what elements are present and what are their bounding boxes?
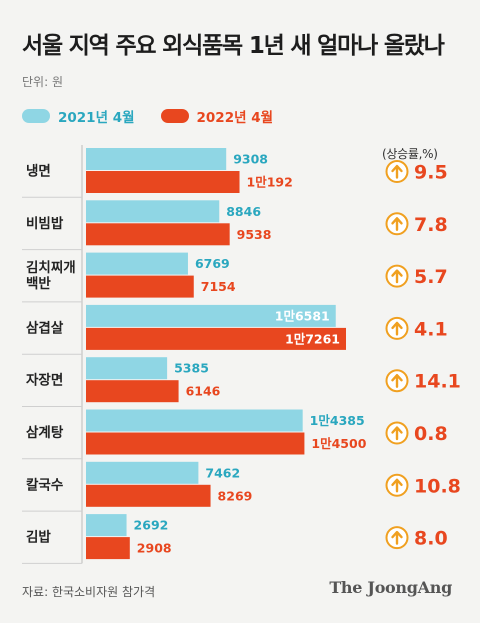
bar-2021 — [86, 514, 127, 537]
data-label-2022: 8269 — [218, 488, 253, 503]
category-label-line: 냉면 — [26, 163, 51, 180]
category-label: 비빔밥 — [26, 215, 64, 232]
category-label: 김밥 — [26, 529, 51, 546]
bar-2021 — [86, 148, 227, 170]
data-label-2022: 2908 — [137, 541, 172, 556]
category-label-line: 자장면 — [26, 372, 63, 389]
rate-header: (상승률,%) — [382, 147, 438, 161]
data-label-2021: 2692 — [134, 518, 169, 533]
unit-label: 단위: 원 — [22, 75, 63, 89]
up-arrow-glyph — [391, 426, 403, 441]
bar-2021 — [86, 461, 199, 484]
bar-2022 — [86, 380, 179, 403]
category-label-line: 김치찌개 — [26, 260, 76, 276]
bar-2022 — [86, 537, 130, 560]
category-label-line: 김밥 — [26, 529, 51, 546]
bar-2022 — [86, 432, 305, 455]
category-label: 칼국수 — [26, 477, 63, 493]
rate-value: 8.0 — [414, 528, 448, 550]
source-note: 자료: 한국소비자원 참가격 — [22, 585, 156, 599]
rate-value: 9.5 — [414, 162, 448, 184]
data-label-2021: 5385 — [174, 361, 209, 376]
bar-2021 — [86, 252, 188, 275]
up-arrow-glyph — [391, 321, 403, 336]
bar-2021 — [86, 409, 303, 432]
legend-item-2022: 2022년 4월 — [160, 106, 274, 126]
publisher-logo: The JoongAng — [329, 578, 452, 597]
rate-value: 4.1 — [414, 318, 448, 340]
data-label-2021: 7462 — [205, 465, 240, 480]
up-arrow-glyph — [391, 478, 403, 493]
legend-item-2021: 2021년 4월 — [22, 106, 135, 126]
data-label-2021: 9308 — [233, 152, 268, 167]
category-label-line: 삼계탕 — [26, 424, 64, 441]
category-label: 김치찌개 백반 — [26, 260, 76, 292]
category-label-line: 백반 — [26, 275, 51, 292]
bar-2022 — [86, 327, 346, 350]
rate-value: 5.7 — [414, 266, 448, 288]
data-label-2022: 1만4500 — [311, 436, 366, 451]
data-label-2022: 7154 — [201, 279, 236, 294]
up-arrow-glyph — [391, 374, 403, 388]
legend: 2021년 4월 2022년 4월 — [22, 106, 299, 126]
rate-value: 10.8 — [414, 475, 461, 497]
data-label-2022: 6146 — [186, 384, 221, 399]
bar-2022 — [86, 275, 194, 298]
category-label: 자장면 — [26, 372, 63, 389]
legend-swatch-2021 — [22, 109, 50, 123]
up-arrow-glyph — [391, 530, 403, 545]
rate-value: 0.8 — [414, 423, 448, 445]
bar-2022 — [86, 484, 211, 507]
category-label: 삼겹살 — [26, 319, 64, 336]
rate-value: 14.1 — [414, 371, 461, 393]
category-label: 냉면 — [26, 163, 51, 180]
up-arrow-glyph — [391, 269, 403, 284]
bar-2021 — [86, 357, 168, 380]
data-label-2022: 1만192 — [247, 175, 293, 190]
data-label-2022: 1만7261 — [285, 331, 340, 346]
bar-2022 — [86, 223, 230, 246]
legend-swatch-2022 — [160, 109, 189, 123]
chart-title: 서울 지역 주요 외식품목 1년 새 얼마나 올랐나 — [22, 33, 445, 59]
category-label: 삼계탕 — [26, 424, 64, 441]
category-label-line: 삼겹살 — [26, 319, 64, 336]
data-label-2021: 1만4385 — [310, 413, 365, 428]
data-label-2021: 6769 — [195, 256, 230, 271]
bar-2021 — [86, 200, 220, 223]
data-label-2022: 9538 — [237, 227, 272, 242]
bar-2021 — [86, 304, 336, 327]
bar-2022 — [86, 171, 240, 193]
category-label-line: 비빔밥 — [26, 215, 64, 232]
category-label-line: 칼국수 — [26, 477, 63, 493]
rate-value: 7.8 — [414, 214, 448, 236]
data-label-2021: 1만6581 — [275, 308, 330, 323]
up-arrow-glyph — [391, 217, 403, 231]
up-arrow-glyph — [391, 164, 403, 179]
legend-label-2022: 2022년 4월 — [196, 110, 274, 126]
data-label-2021: 8846 — [226, 204, 261, 219]
legend-label-2021: 2021년 4월 — [58, 110, 135, 126]
